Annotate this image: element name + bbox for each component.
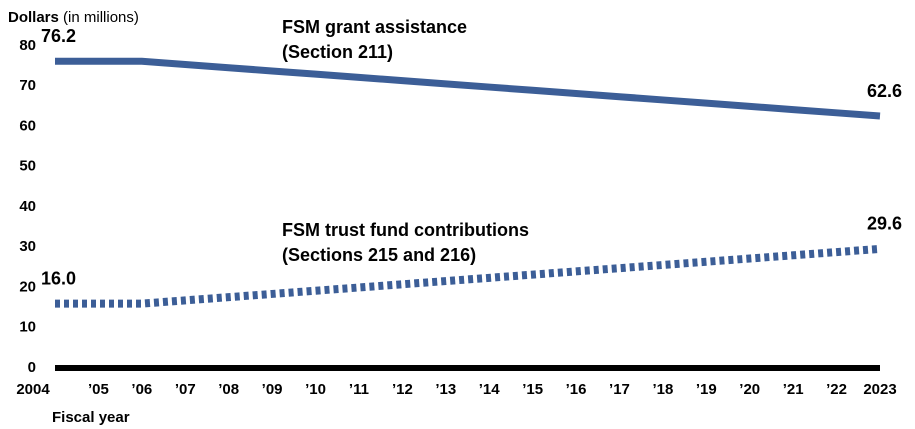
data-label: 16.0 xyxy=(41,268,76,288)
x-tick-label: ’17 xyxy=(609,381,630,398)
x-tick-label: ’05 xyxy=(88,381,109,398)
x-tick-label: ’07 xyxy=(175,381,196,398)
y-tick-label: 40 xyxy=(19,198,36,215)
x-tick-label: ’18 xyxy=(652,381,673,398)
x-tick-label: ’15 xyxy=(522,381,543,398)
series-annotation: FSM trust fund contributions xyxy=(282,220,529,240)
series-annotation: (Section 211) xyxy=(282,42,393,62)
y-axis-title: Dollars (in millions) xyxy=(8,9,139,26)
y-tick-label: 30 xyxy=(19,238,36,255)
x-tick-label: ’12 xyxy=(392,381,413,398)
x-tick-label: 2004 xyxy=(16,381,50,398)
x-tick-label: ’08 xyxy=(218,381,239,398)
series-annotation: FSM grant assistance xyxy=(282,17,467,37)
y-tick-label: 20 xyxy=(19,278,36,295)
y-tick-label: 60 xyxy=(19,117,36,134)
x-tick-label: ’22 xyxy=(826,381,847,398)
data-label: 62.6 xyxy=(867,81,902,101)
series-line xyxy=(55,244,881,308)
series-annotation: (Sections 215 and 216) xyxy=(282,245,476,265)
y-tick-label: 0 xyxy=(28,359,36,376)
x-tick-label: ’16 xyxy=(566,381,587,398)
x-tick-label: ’21 xyxy=(783,381,804,398)
x-tick-label: ’20 xyxy=(739,381,760,398)
series-line xyxy=(55,57,881,120)
x-tick-label: ’10 xyxy=(305,381,326,398)
y-tick-label: 10 xyxy=(19,319,36,336)
x-tick-label: ’14 xyxy=(479,381,501,398)
x-tick-label: ’11 xyxy=(349,381,369,398)
x-tick-label: ’06 xyxy=(131,381,152,398)
x-axis-title: Fiscal year xyxy=(52,409,130,426)
y-tick-label: 80 xyxy=(19,37,36,54)
x-tick-label: ’09 xyxy=(262,381,283,398)
data-label: 76.2 xyxy=(41,26,76,46)
y-label: Dollars xyxy=(8,9,59,26)
y-tick-label: 50 xyxy=(19,158,36,175)
data-label: 29.6 xyxy=(867,214,902,234)
x-tick-label: 2023 xyxy=(863,381,896,398)
x-tick-label: ’19 xyxy=(696,381,717,398)
y-tick-label: 70 xyxy=(19,77,36,94)
y-label-note: (in millions) xyxy=(63,9,139,26)
x-tick-label: ’13 xyxy=(435,381,456,398)
